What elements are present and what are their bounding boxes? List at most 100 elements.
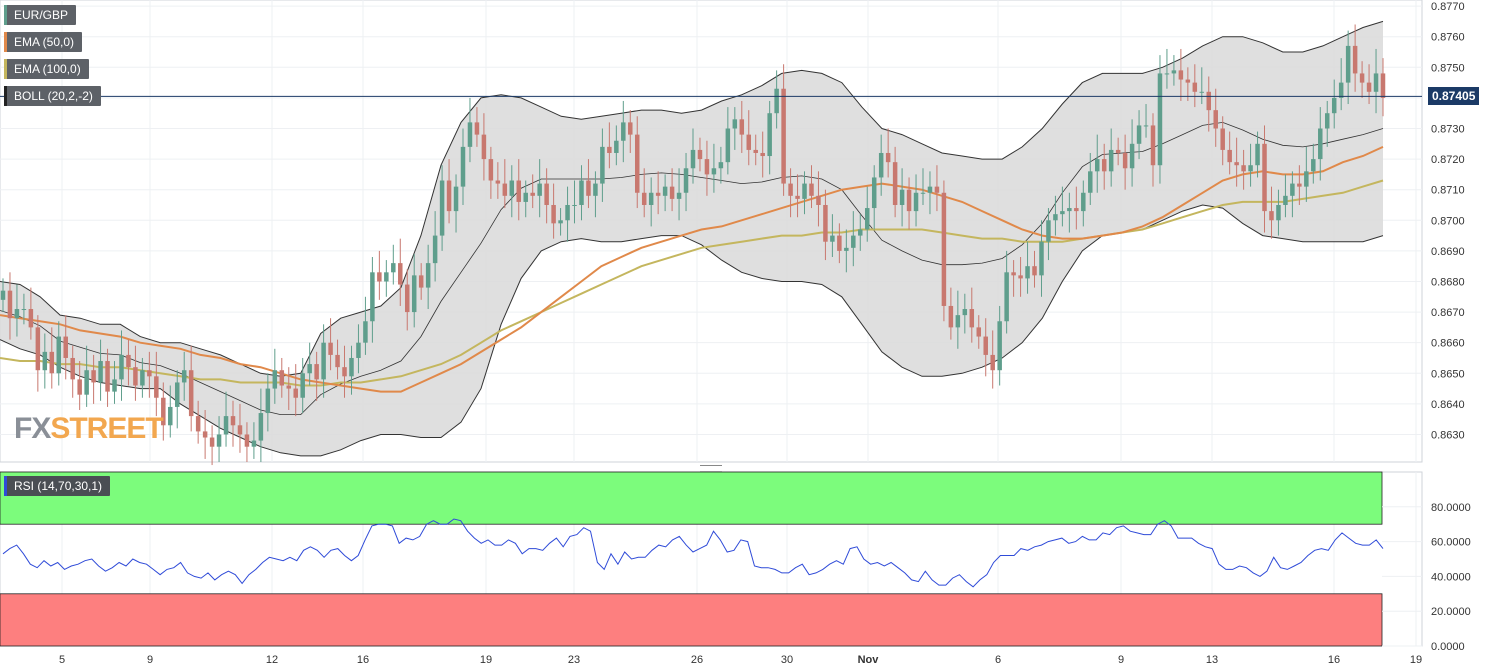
price-y-tick: 0.8650 [1431,368,1465,380]
rsi-y-tick: 20.0000 [1431,606,1471,618]
candle-body [1060,211,1065,215]
candle-body [1150,125,1156,166]
candle-body [941,192,947,306]
candle-body [1352,45,1358,74]
candle-body [140,370,145,386]
candle-body [983,336,988,355]
candle-body [91,370,96,383]
candle-body [614,140,619,153]
legend-symbol[interactable]: EUR/GBP [4,5,77,25]
x-tick: 12 [266,654,278,666]
pane-resize-handle[interactable] [700,465,722,472]
candle-body [1185,79,1191,83]
candle-body [523,192,528,202]
candle-body [558,220,563,224]
candle-body [858,229,863,236]
candle-body [1318,128,1323,160]
candle-body [391,263,396,273]
x-tick: 9 [147,654,153,666]
candle-body [1380,73,1386,98]
candle-body [460,146,466,187]
candle-body [704,159,710,175]
candle-body [188,370,194,417]
candle-body [14,309,20,319]
legend-symbol-text: EUR/GBP [14,8,69,22]
price-y-tick: 0.8700 [1431,215,1465,227]
candle-body [168,406,173,426]
ema100-line [0,179,1384,387]
candle-body [1094,159,1100,172]
bollinger-lower-line [0,204,1384,457]
candle-body [105,361,110,392]
candle-body [230,416,236,426]
candle-body [154,376,159,398]
rsi-y-tick: 40.0000 [1431,571,1471,583]
candle-body [439,180,445,236]
candle-body [1129,143,1135,169]
legend-ema50[interactable]: EMA (50,0) [4,32,83,52]
candle-body [1283,195,1288,205]
candle-body [565,204,570,221]
rsi-y-tick: 80.0000 [1431,502,1471,514]
candle-body [404,284,410,313]
candle-body [516,180,522,202]
candle-body [174,382,180,407]
candle-body [1373,73,1379,92]
price-y-tick: 0.8730 [1431,124,1465,136]
candle-body [1115,149,1121,153]
candle-body [600,146,605,184]
candle-body [572,204,577,206]
candle-body [1345,45,1351,83]
candle-body [119,354,124,380]
candle-body [1213,110,1218,129]
candle-body [356,342,361,358]
price-y-tick: 0.8670 [1431,307,1465,319]
candle-body [648,192,654,205]
x-tick: 19 [1410,654,1422,666]
bollinger-upper-line [0,20,1384,377]
candle-body [126,354,131,368]
candle-body [1088,171,1093,193]
candle-body [195,416,201,432]
candle-body [314,364,319,380]
candle-body [1255,143,1260,166]
legend-ema100[interactable]: EMA (100,0) [4,59,89,79]
candle-body [1178,70,1184,80]
candle-body [913,192,919,212]
candle-body [509,180,515,196]
price-y-tick: 0.8660 [1431,338,1465,350]
candle-body [892,162,898,205]
candle-body [286,385,292,389]
candle-body [279,370,285,386]
candle-body [84,370,89,395]
candle-body [774,88,779,114]
rsi-overbought-zone [0,471,1383,525]
candle-body [495,180,501,184]
bollinger-band-fill [0,21,1383,456]
candle-body [676,192,682,199]
candle-body [1122,152,1128,169]
candle-body [1067,208,1072,212]
candle-body [1290,183,1295,196]
legend-boll-text: BOLL (20,2,-2) [14,89,93,103]
candle-body [1074,208,1079,212]
current-price-badge: 0.87405 [1428,87,1480,105]
legend-boll[interactable]: BOLL (20,2,-2) [4,86,101,106]
candle-body [21,309,27,311]
candle-body [1143,125,1149,127]
candle-body [307,364,312,374]
candle-body [830,235,835,242]
candle-body [655,192,661,196]
ema100-swatch [4,59,7,79]
legend-rsi[interactable]: RSI (14,70,30,1) [4,476,111,496]
candle-body [237,425,243,435]
price-y-tick: 0.8750 [1431,62,1465,74]
candle-body [446,180,452,212]
candle-body [732,119,738,129]
x-tick: 6 [995,654,1001,666]
candle-body [1039,241,1044,276]
candle-body [544,183,549,205]
candle-body [1192,82,1198,92]
candle-body [1297,183,1302,187]
candle-body [788,183,793,196]
